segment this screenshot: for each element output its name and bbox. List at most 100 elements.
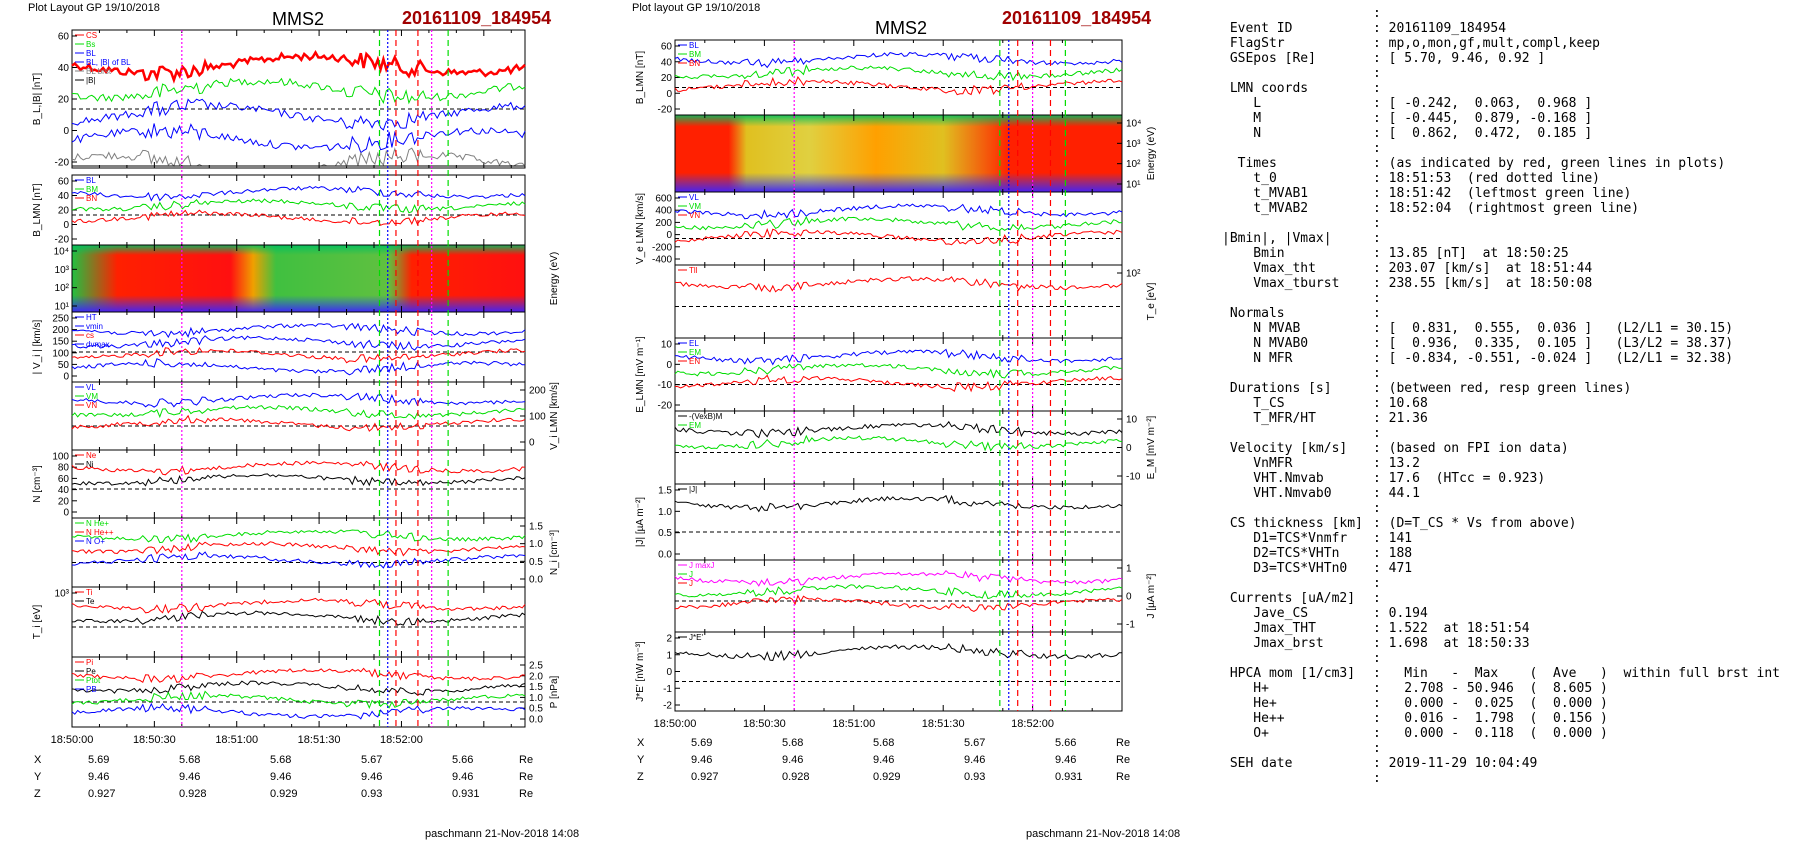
series-trace-green	[674, 215, 1123, 232]
y-tick-label-right: 2.0	[529, 671, 543, 682]
info-key: Jave_CS	[1222, 606, 1309, 621]
series-trace-blue	[674, 51, 1123, 69]
x-tick-label: 18:50:00	[654, 718, 697, 730]
legend-entry: J*E'	[689, 633, 703, 642]
y-tick-label: 200	[655, 218, 672, 229]
series-trace-red	[71, 347, 526, 364]
info-key: Velocity [km/s]	[1222, 441, 1348, 456]
legend-entry: Tll	[689, 266, 698, 275]
y-tick-label: -200	[652, 242, 672, 253]
info-key: Normals	[1222, 306, 1285, 321]
x-tick-label: 18:51:00	[215, 734, 258, 746]
series-trace-black	[71, 610, 526, 626]
info-key: N	[1222, 126, 1262, 141]
info-key: O+	[1222, 726, 1269, 741]
y-axis-label: V_e LMN [km/s]	[635, 193, 646, 264]
legend-entry: EL	[689, 339, 699, 348]
info-value: :	[1373, 216, 1381, 231]
position-row-label: Y	[34, 771, 42, 783]
series-trace-green	[674, 64, 1123, 82]
position-value: 0.927	[691, 771, 719, 783]
y-axis-label: T_i [eV]	[32, 605, 43, 640]
y-tick-label: 0	[666, 360, 672, 371]
middle-spacecraft-label: MMS2	[875, 18, 928, 38]
x-tick-label: 18:50:30	[743, 718, 786, 730]
info-key: VHT.Nmvab	[1222, 471, 1324, 486]
y-tick-label-right: 0	[1126, 592, 1132, 603]
y-tick-label-right: 200	[529, 386, 546, 397]
left-spacecraft-label: MMS2	[272, 9, 325, 29]
y-tick-label-right: 0.0	[529, 575, 543, 586]
y-tick-label: -20	[55, 158, 70, 169]
series-trace-black	[71, 680, 526, 696]
y-tick-label-right: 10²	[1126, 159, 1141, 170]
info-value: : 0.016 - 1.798 ( 0.156 )	[1373, 711, 1608, 726]
position-unit: Re	[1116, 754, 1130, 766]
legend-entry: -(VexB)M	[689, 412, 723, 421]
legend-entry: BL	[86, 49, 96, 58]
y-axis-label: V_i LMN [km/s]	[549, 382, 560, 450]
position-value: 5.67	[361, 754, 382, 766]
y-tick-label: 2	[666, 634, 672, 645]
position-row-label: Z	[34, 788, 41, 800]
legend-entry: Te	[86, 597, 95, 606]
y-tick-label: 100	[52, 452, 69, 463]
x-tick-label: 18:52:00	[380, 734, 423, 746]
y-tick-label: -20	[658, 401, 673, 412]
position-unit: Re	[519, 771, 533, 783]
y-tick-label: 10²	[55, 283, 70, 294]
info-key: t_MVAB1	[1222, 186, 1309, 201]
position-value: 9.46	[873, 754, 894, 766]
y-tick-label: 60	[58, 32, 70, 43]
panel-frame	[71, 656, 526, 728]
panel-3: 10⁴ 10³ 10² 10¹ Energy (eV)	[54, 244, 560, 313]
info-value: : 44.1	[1373, 486, 1420, 501]
position-value: 5.69	[88, 754, 109, 766]
y-tick-label: 0.0	[658, 550, 672, 561]
info-value: : (based on FPI ion data)	[1373, 441, 1569, 456]
y-tick-label-right: 1	[1126, 564, 1132, 575]
y-axis-label: P [nPa]	[549, 675, 560, 708]
info-value: : 2019-11-29 10:04:49	[1373, 756, 1538, 771]
y-axis-label: J [µA m⁻²]	[1146, 573, 1157, 618]
info-value: : 2.708 - 50.946 ( 8.605 )	[1373, 681, 1608, 696]
y-tick-label-right: 10	[1126, 415, 1138, 426]
y-axis-label: B_L,|B| [nT]	[32, 73, 43, 126]
series-trace-red	[674, 75, 1123, 96]
info-value: : 13.2	[1373, 456, 1420, 471]
y-tick-label: 0.5	[658, 528, 672, 539]
position-row-label: Y	[637, 754, 645, 766]
y-tick-label: 50	[58, 360, 70, 371]
legend-entry: Pi	[86, 658, 93, 667]
x-tick-label: 18:51:30	[922, 718, 965, 730]
y-axis-label: B_LMN [nT]	[635, 51, 646, 105]
info-value: :	[1373, 741, 1381, 756]
y-tick-label: -2	[663, 701, 672, 712]
y-tick-label-right: -1	[1126, 620, 1135, 631]
y-axis-label: N [cm⁻³]	[32, 465, 43, 503]
series-trace-green	[674, 362, 1123, 379]
info-value: : 1.698 at 18:50:33	[1373, 636, 1530, 651]
panel-frame	[71, 381, 526, 451]
y-tick-label: -1	[663, 684, 672, 695]
legend-entry: Ni	[86, 460, 94, 469]
panel-frame	[674, 559, 1123, 633]
y-tick-label: 0	[63, 126, 69, 137]
y-tick-label: 10³	[55, 265, 70, 276]
y-tick-label: 1	[666, 650, 672, 661]
position-value: 0.93	[964, 771, 985, 783]
y-axis-label: J*E' [nW m⁻³]	[635, 641, 646, 702]
y-tick-label: 40	[58, 63, 70, 74]
y-tick-label: 40	[58, 191, 70, 202]
info-value: :	[1373, 6, 1381, 21]
panel-frame	[674, 410, 1123, 485]
left-header-text: Plot Layout GP 19/10/2018	[28, 2, 160, 14]
y-tick-label: 200	[52, 325, 69, 336]
y-tick-label: 400	[655, 206, 672, 217]
y-tick-label-right: 10¹	[1126, 180, 1141, 191]
